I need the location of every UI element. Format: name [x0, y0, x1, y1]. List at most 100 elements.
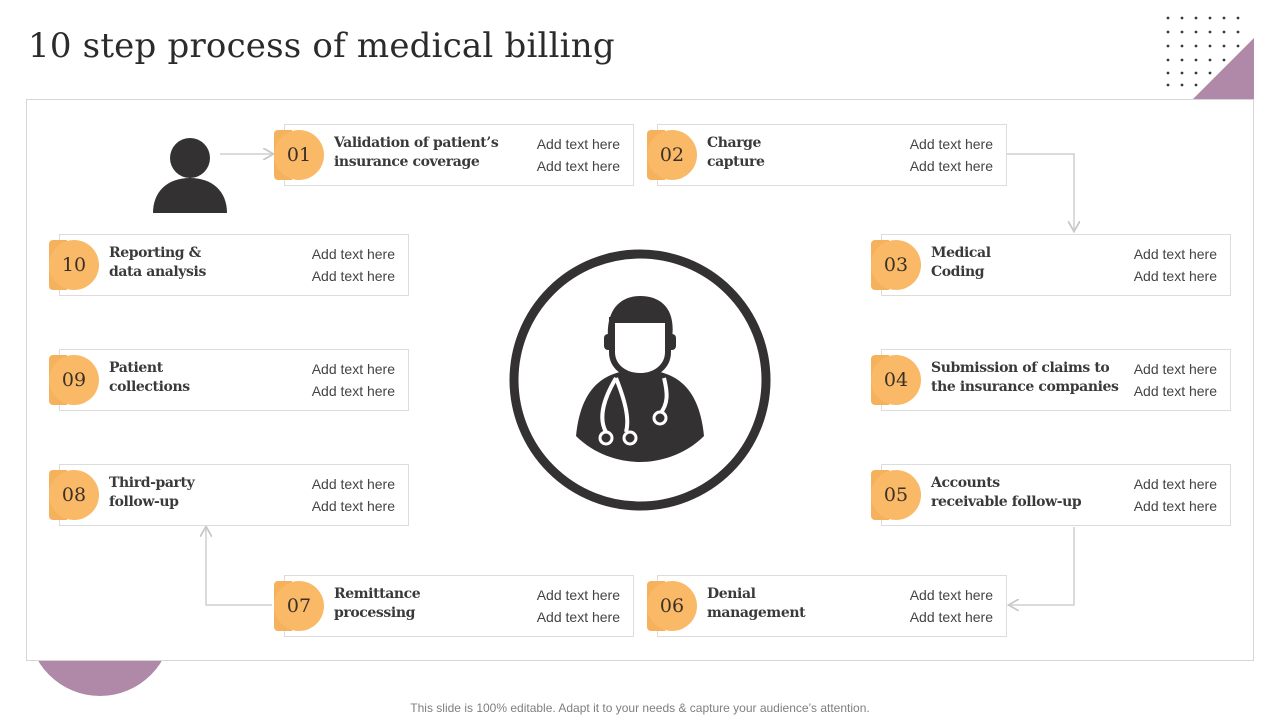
step-note: Add text here Add text here — [910, 584, 993, 628]
step-card — [284, 575, 634, 637]
step-label: Validation of patient’s insurance covera… — [334, 134, 514, 172]
step-note-line: Add text here — [909, 609, 993, 625]
step-card — [59, 234, 409, 296]
step-05: 05 Accounts receivable follow-up Add tex… — [871, 464, 1231, 526]
step-label-line: Submission of claims to — [931, 360, 1110, 376]
step-label-line: collections — [109, 379, 190, 395]
step-note-line: Add text here — [1133, 246, 1217, 262]
step-label-line: Accounts — [931, 475, 1000, 491]
step-note-line: Add text here — [1133, 268, 1217, 284]
step-note-line: Add text here — [1133, 383, 1217, 399]
step-label: Accounts receivable follow-up — [931, 474, 1111, 512]
step-note-line: Add text here — [311, 268, 395, 284]
step-label-line: Charge — [707, 135, 762, 151]
step-number-badge: 02 — [647, 130, 697, 180]
step-note: Add text here Add text here — [312, 358, 395, 402]
step-label-line: Medical — [931, 245, 991, 261]
connector-07-to-08 — [206, 528, 272, 606]
step-number-badge: 09 — [49, 355, 99, 405]
step-card — [284, 124, 634, 186]
step-label-line: management — [707, 605, 806, 621]
step-number-badge: 04 — [871, 355, 921, 405]
step-note-line: Add text here — [311, 498, 395, 514]
step-number-badge: 10 — [49, 240, 99, 290]
step-note-line: Add text here — [311, 476, 395, 492]
step-note-line: Add text here — [536, 136, 620, 152]
step-label-line: Reporting & — [109, 245, 201, 261]
step-label-line: Patient — [109, 360, 163, 376]
doctor-stethoscope-icon — [509, 249, 771, 511]
step-label: Third-party follow-up — [109, 474, 289, 512]
step-label-line: Coding — [931, 264, 985, 280]
step-label: Submission of claims to the insurance co… — [931, 359, 1119, 397]
page-title: 10 step process of medical billing — [28, 26, 615, 66]
step-label-line: receivable follow-up — [931, 494, 1082, 510]
step-note: Add text here Add text here — [1134, 473, 1217, 517]
step-number-badge: 08 — [49, 470, 99, 520]
step-label-line: capture — [707, 154, 765, 170]
step-card — [657, 124, 1007, 186]
step-number-badge: 07 — [274, 581, 324, 631]
dot-grid-decoration — [1166, 16, 1240, 87]
step-label: Denial management — [707, 585, 887, 623]
step-04: 04 Submission of claims to the insurance… — [871, 349, 1231, 411]
step-label: Medical Coding — [931, 244, 1111, 282]
step-card — [881, 464, 1231, 526]
step-number-badge: 03 — [871, 240, 921, 290]
step-card — [881, 349, 1231, 411]
corner-triangle-decoration — [1192, 38, 1254, 100]
step-card — [657, 575, 1007, 637]
step-06: 06 Denial management Add text here Add t… — [647, 575, 1007, 637]
step-note: Add text here Add text here — [312, 473, 395, 517]
step-label-line: the insurance companies — [931, 379, 1119, 395]
step-note-line: Add text here — [536, 158, 620, 174]
step-note-line: Add text here — [311, 246, 395, 262]
connector-05-to-06 — [1010, 527, 1075, 605]
step-label-line: Third-party — [109, 475, 195, 491]
step-note-line: Add text here — [1133, 361, 1217, 377]
step-note-line: Add text here — [536, 587, 620, 603]
step-card — [59, 349, 409, 411]
connector-02-to-03 — [1007, 153, 1074, 230]
step-note-line: Add text here — [909, 158, 993, 174]
step-label-line: insurance coverage — [334, 154, 480, 170]
step-number-badge: 06 — [647, 581, 697, 631]
step-label-line: Remittance — [334, 586, 421, 602]
step-note-line: Add text here — [1133, 498, 1217, 514]
step-note-line: Add text here — [1133, 476, 1217, 492]
step-card — [881, 234, 1231, 296]
step-08: 08 Third-party follow-up Add text here A… — [49, 464, 409, 526]
step-note: Add text here Add text here — [537, 133, 620, 177]
step-label-line: Validation of patient’s — [334, 135, 499, 151]
footer-note: This slide is 100% editable. Adapt it to… — [410, 701, 870, 715]
step-note-line: Add text here — [311, 383, 395, 399]
step-note-line: Add text here — [311, 361, 395, 377]
step-10: 10 Reporting & data analysis Add text he… — [49, 234, 409, 296]
step-label: Reporting & data analysis — [109, 244, 289, 282]
step-note-line: Add text here — [909, 136, 993, 152]
step-03: 03 Medical Coding Add text here Add text… — [871, 234, 1231, 296]
step-note: Add text here Add text here — [910, 133, 993, 177]
step-label-line: Denial — [707, 586, 756, 602]
step-label: Patient collections — [109, 359, 289, 397]
step-label-line: processing — [334, 605, 415, 621]
step-note: Add text here Add text here — [1134, 243, 1217, 287]
step-number-badge: 05 — [871, 470, 921, 520]
person-icon — [153, 138, 227, 213]
step-note-line: Add text here — [536, 609, 620, 625]
step-note: Add text here Add text here — [1134, 358, 1217, 402]
step-label: Remittance processing — [334, 585, 514, 623]
step-label: Charge capture — [707, 134, 887, 172]
step-label-line: follow-up — [109, 494, 179, 510]
step-card — [59, 464, 409, 526]
step-note: Add text here Add text here — [312, 243, 395, 287]
step-number-badge: 01 — [274, 130, 324, 180]
step-07: 07 Remittance processing Add text here A… — [274, 575, 634, 637]
step-01: 01 Validation of patient’s insurance cov… — [274, 124, 634, 186]
step-note: Add text here Add text here — [537, 584, 620, 628]
step-09: 09 Patient collections Add text here Add… — [49, 349, 409, 411]
step-02: 02 Charge capture Add text here Add text… — [647, 124, 1007, 186]
step-label-line: data analysis — [109, 264, 206, 280]
step-note-line: Add text here — [909, 587, 993, 603]
